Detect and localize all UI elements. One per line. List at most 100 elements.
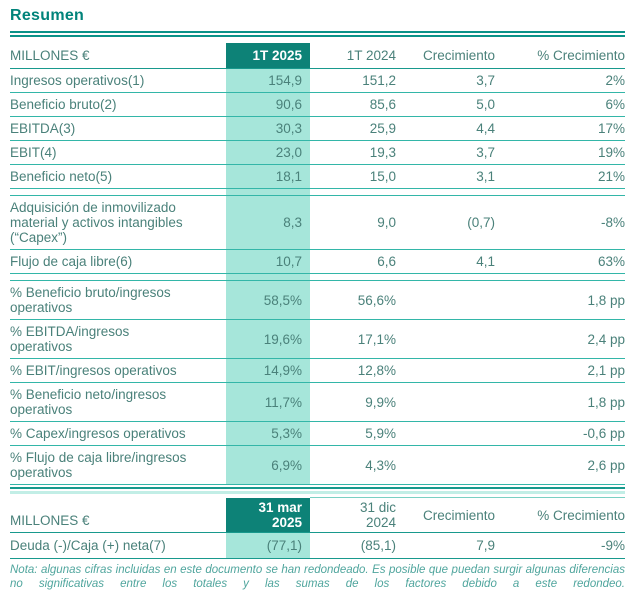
- table-end-double-line: [10, 485, 625, 489]
- value-1t2025: 23,0: [226, 140, 310, 165]
- metric-label: EBIT(4): [10, 140, 226, 165]
- column-header-1t2025: 1T 2025: [226, 43, 310, 69]
- column-header-pct-crecimiento: % Crecimiento: [497, 497, 625, 533]
- value-pct-crecimiento: 1,8 pp: [497, 280, 625, 320]
- value-1t2024: 25,9: [310, 116, 400, 141]
- metric-label: % Flujo de caja libre/ingresos operativo…: [10, 445, 226, 485]
- metric-label: Beneficio bruto(2): [10, 92, 226, 117]
- metric-label: EBITDA(3): [10, 116, 226, 141]
- value-1t2024: 151,2: [310, 68, 400, 93]
- table-row: % Flujo de caja libre/ingresos operativo…: [10, 445, 625, 485]
- metric-label: % EBITDA/ingresos operativos: [10, 319, 226, 359]
- value-pct-crecimiento: 2%: [497, 68, 625, 93]
- value-1t2025: 19,6%: [226, 319, 310, 359]
- column-header-1t2024: 1T 2024: [310, 43, 400, 69]
- value-crecimiento: 3,1: [400, 164, 497, 189]
- page-title: Resumen: [10, 7, 85, 24]
- rounding-footnote: Nota: algunas cifras incluidas en este d…: [10, 564, 625, 590]
- metric-label: Deuda (-)/Caja (+) neta(7): [10, 532, 226, 559]
- table-row: % EBITDA/ingresos operativos 19,6% 17,1%…: [10, 319, 625, 359]
- value-crecimiento: [400, 445, 497, 485]
- value-pct-crecimiento: 19%: [497, 140, 625, 165]
- section-spacer-row: [10, 273, 625, 281]
- column-header-pct-crecimiento: % Crecimiento: [497, 43, 625, 69]
- value-1t2024: 5,9%: [310, 421, 400, 446]
- value-1t2024: 56,6%: [310, 280, 400, 320]
- value-crecimiento: 4,1: [400, 249, 497, 274]
- value-pct-crecimiento: -9%: [497, 532, 625, 559]
- section-spacer-row: [10, 188, 625, 196]
- value-31mar2025: (77,1): [226, 532, 310, 559]
- value-crecimiento: [400, 421, 497, 446]
- value-crecimiento: (0,7): [400, 195, 497, 250]
- value-1t2025: 18,1: [226, 164, 310, 189]
- table-header-row: MILLONES € 1T 2025 1T 2024 Crecimiento %…: [10, 43, 625, 69]
- value-1t2025: 14,9%: [226, 358, 310, 383]
- metric-label: Beneficio neto(5): [10, 164, 226, 189]
- table-row: Deuda (-)/Caja (+) neta(7) (77,1) (85,1)…: [10, 532, 625, 559]
- value-crecimiento: 3,7: [400, 68, 497, 93]
- metric-label: Ingresos operativos(1): [10, 68, 226, 93]
- value-1t2025: 11,7%: [226, 382, 310, 422]
- table-row: % EBIT/ingresos operativos 14,9% 12,8% 2…: [10, 358, 625, 383]
- title-double-rule: [10, 31, 625, 37]
- value-31dic2024: (85,1): [310, 532, 400, 559]
- value-pct-crecimiento: 6%: [497, 92, 625, 117]
- value-pct-crecimiento: 2,6 pp: [497, 445, 625, 485]
- summary-table-net-debt: MILLONES € 31 mar 2025 31 dic 2024 Creci…: [10, 497, 625, 559]
- value-1t2025: 6,9%: [226, 445, 310, 485]
- report-page: Resumen MILLONES € 1T 2025 1T 2024 Creci…: [10, 7, 625, 590]
- column-header-31mar2025: 31 mar 2025: [226, 497, 310, 533]
- value-1t2025: 58,5%: [226, 280, 310, 320]
- value-1t2024: 85,6: [310, 92, 400, 117]
- value-crecimiento: [400, 358, 497, 383]
- table-row: Flujo de caja libre(6) 10,7 6,6 4,1 63%: [10, 249, 625, 274]
- value-crecimiento: [400, 319, 497, 359]
- value-1t2025: 154,9: [226, 68, 310, 93]
- value-pct-crecimiento: 2,1 pp: [497, 358, 625, 383]
- value-1t2024: 19,3: [310, 140, 400, 165]
- table-row: EBIT(4) 23,0 19,3 3,7 19%: [10, 140, 625, 165]
- value-pct-crecimiento: 63%: [497, 249, 625, 274]
- value-pct-crecimiento: -8%: [497, 195, 625, 250]
- value-1t2024: 17,1%: [310, 319, 400, 359]
- value-1t2024: 12,8%: [310, 358, 400, 383]
- value-crecimiento: 7,9: [400, 532, 497, 559]
- table-header-row: MILLONES € 31 mar 2025 31 dic 2024 Creci…: [10, 497, 625, 533]
- value-pct-crecimiento: -0,6 pp: [497, 421, 625, 446]
- value-pct-crecimiento: 21%: [497, 164, 625, 189]
- metric-label: Adquisición de inmovilizado material y a…: [10, 195, 226, 250]
- metric-label: % Beneficio neto/ingresos operativos: [10, 382, 226, 422]
- value-1t2024: 6,6: [310, 249, 400, 274]
- value-1t2024: 4,3%: [310, 445, 400, 485]
- value-crecimiento: 4,4: [400, 116, 497, 141]
- summary-table-quarter: MILLONES € 1T 2025 1T 2024 Crecimiento %…: [10, 43, 625, 485]
- value-pct-crecimiento: 17%: [497, 116, 625, 141]
- value-1t2025: 30,3: [226, 116, 310, 141]
- value-1t2025: 5,3%: [226, 421, 310, 446]
- value-1t2024: 9,9%: [310, 382, 400, 422]
- value-1t2024: 15,0: [310, 164, 400, 189]
- metric-label: % Capex/ingresos operativos: [10, 421, 226, 446]
- table-row: % Beneficio neto/ingresos operativos 11,…: [10, 382, 625, 422]
- table-row: Beneficio neto(5) 18,1 15,0 3,1 21%: [10, 164, 625, 189]
- column-header-crecimiento: Crecimiento: [400, 497, 497, 533]
- column-header-crecimiento: Crecimiento: [400, 43, 497, 69]
- table-row: Beneficio bruto(2) 90,6 85,6 5,0 6%: [10, 92, 625, 117]
- value-crecimiento: [400, 280, 497, 320]
- value-crecimiento: 3,7: [400, 140, 497, 165]
- value-pct-crecimiento: 2,4 pp: [497, 319, 625, 359]
- table-row: EBITDA(3) 30,3 25,9 4,4 17%: [10, 116, 625, 141]
- value-1t2025: 10,7: [226, 249, 310, 274]
- value-1t2024: 9,0: [310, 195, 400, 250]
- column-header-millones: MILLONES €: [10, 497, 226, 533]
- value-crecimiento: [400, 382, 497, 422]
- column-header-millones: MILLONES €: [10, 43, 226, 69]
- table-row: % Capex/ingresos operativos 5,3% 5,9% -0…: [10, 421, 625, 446]
- light-teal-strip: [10, 491, 625, 494]
- table-row: Adquisición de inmovilizado material y a…: [10, 195, 625, 250]
- table-row: Ingresos operativos(1) 154,9 151,2 3,7 2…: [10, 68, 625, 93]
- metric-label: % Beneficio bruto/ingresos operativos: [10, 280, 226, 320]
- value-1t2025: 8,3: [226, 195, 310, 250]
- value-crecimiento: 5,0: [400, 92, 497, 117]
